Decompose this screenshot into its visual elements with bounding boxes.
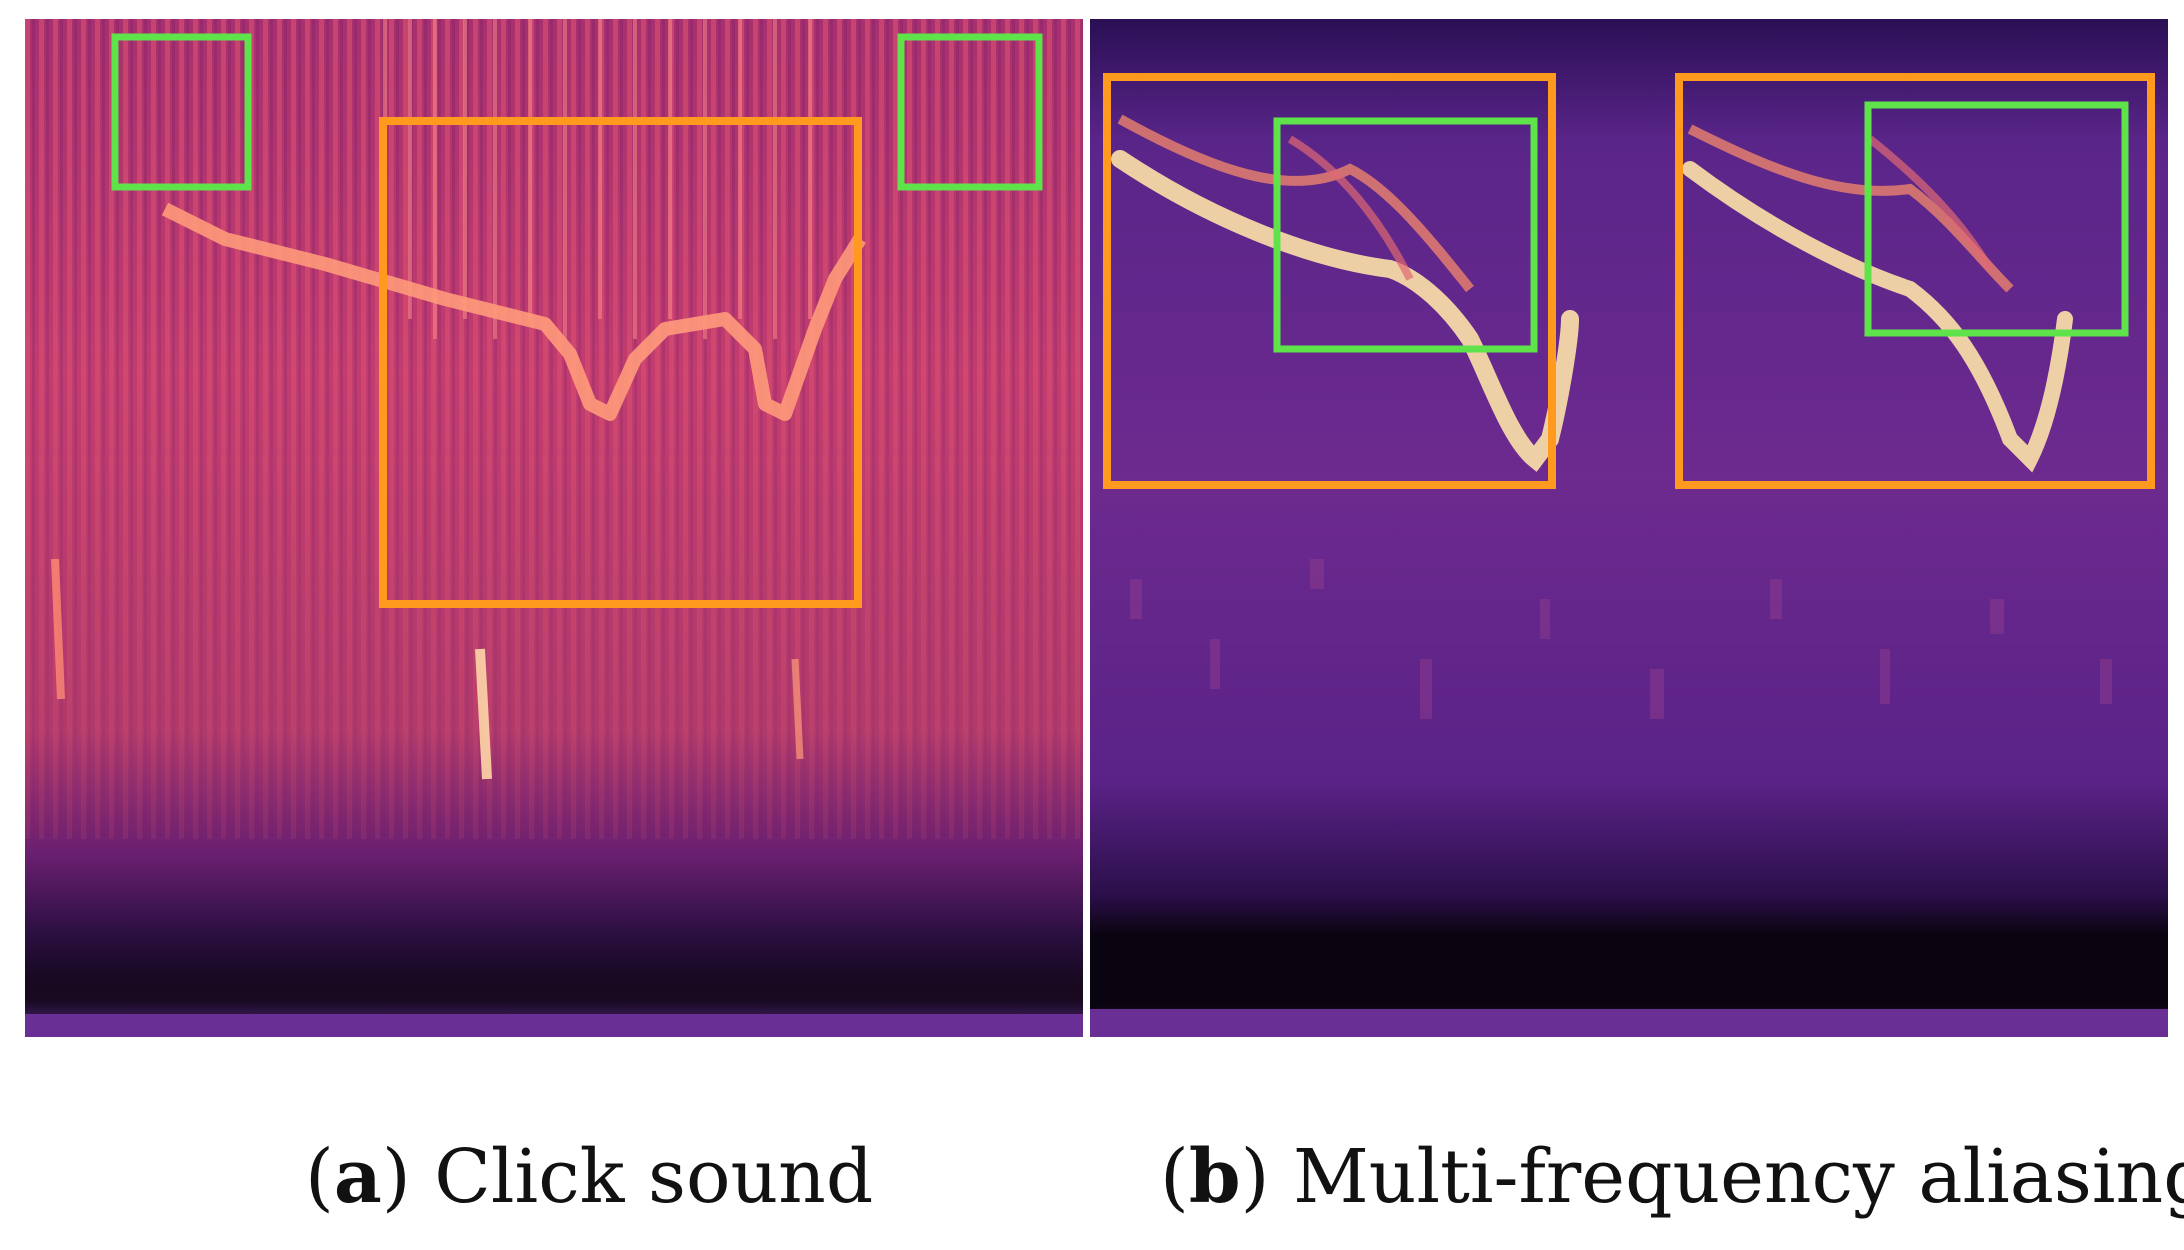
spectrogram-a-image [25,19,1083,1037]
caption-a-text: Click sound [434,1134,874,1220]
spectrogram-panel-a [25,19,1083,1037]
caption-a-label: a [333,1134,382,1220]
spectrogram-b-image [1090,19,2168,1037]
caption-b-text: Multi-frequency aliasing [1293,1134,2184,1220]
caption-a: (a) Click sound [305,1134,874,1220]
caption-b: (b) Multi-frequency aliasing [1160,1140,2184,1214]
caption-b-label: b [1188,1134,1241,1220]
spectrogram-panel-b [1090,19,2168,1037]
